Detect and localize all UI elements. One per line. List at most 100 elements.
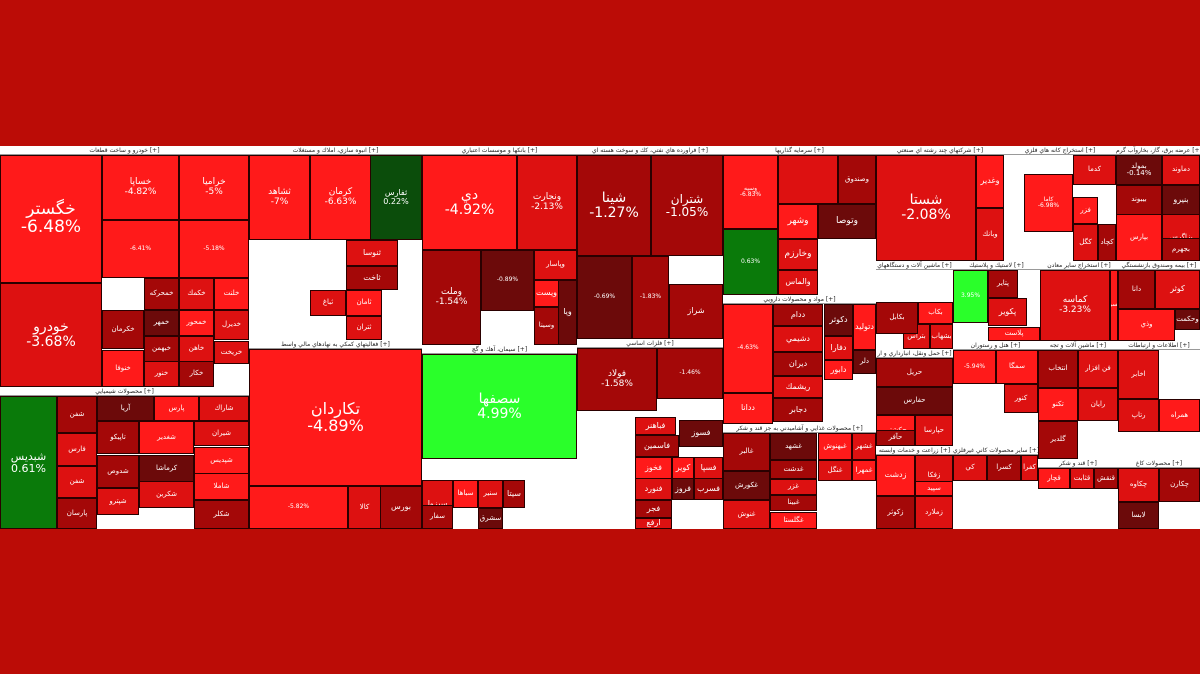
stock-tile[interactable]: شفن bbox=[57, 396, 97, 433]
stock-tile[interactable]: خراميا -5% bbox=[179, 155, 249, 220]
stock-tile[interactable]: سمگا bbox=[996, 350, 1038, 384]
stock-tile[interactable]: لابسا bbox=[1118, 502, 1159, 529]
stock-tile[interactable]: بيبوند bbox=[1116, 185, 1162, 215]
stock-tile[interactable]: دشيمي bbox=[773, 326, 823, 352]
stock-tile[interactable]: زملارد bbox=[915, 496, 953, 529]
stock-tile[interactable]: خاهن bbox=[179, 336, 214, 362]
stock-tile[interactable]: غشهر bbox=[852, 433, 876, 460]
stock-tile[interactable]: شدوص bbox=[97, 455, 139, 488]
stock-tile[interactable]: فن افزار bbox=[1078, 350, 1118, 388]
stock-tile[interactable]: -0.89% bbox=[481, 250, 534, 311]
stock-tile[interactable]: كچاد bbox=[1098, 224, 1116, 261]
stock-tile[interactable]: كسرا bbox=[1110, 270, 1118, 341]
stock-tile[interactable]: وذي bbox=[1118, 309, 1175, 341]
stock-tile[interactable]: دلر bbox=[853, 350, 876, 374]
stock-tile[interactable]: ويا bbox=[558, 280, 577, 345]
sector-header[interactable]: شركتهاي چند رشته اي صنعتي [+] bbox=[876, 146, 1004, 155]
stock-tile[interactable]: كرماشا bbox=[139, 455, 194, 482]
stock-tile[interactable]: شاملا bbox=[194, 473, 249, 500]
stock-tile[interactable]: خمحركه bbox=[144, 278, 179, 310]
stock-tile[interactable]: وپاسار bbox=[534, 250, 577, 280]
stock-tile[interactable]: خساپا -4.82% bbox=[102, 155, 179, 220]
sector-header[interactable]: فراورده هاي نفتي، كك و سوخت هسته اي [+] bbox=[577, 146, 723, 155]
stock-tile[interactable]: 3.95% bbox=[953, 270, 988, 323]
stock-tile[interactable]: خكمك bbox=[179, 278, 214, 310]
stock-tile[interactable]: سباها bbox=[453, 480, 478, 508]
sector-header[interactable]: بيمه وصندوق بازنشستگي [+] bbox=[1118, 261, 1200, 270]
stock-tile[interactable]: تكنو bbox=[1038, 388, 1078, 421]
stock-tile[interactable]: وصندوق bbox=[838, 155, 876, 204]
stock-tile[interactable]: زدشت bbox=[876, 455, 915, 496]
stock-tile[interactable]: دانا bbox=[1118, 270, 1155, 309]
stock-tile[interactable]: -6.41% bbox=[102, 220, 179, 278]
stock-tile[interactable]: ريشمك bbox=[773, 376, 823, 398]
stock-tile[interactable]: تاپيكو bbox=[97, 421, 139, 454]
stock-tile[interactable]: دكوثر bbox=[824, 304, 853, 336]
stock-tile[interactable]: وسينا bbox=[534, 307, 559, 345]
stock-tile[interactable]: دي -4.92% bbox=[422, 155, 517, 250]
stock-tile[interactable]: پتاير bbox=[988, 270, 1018, 298]
stock-tile[interactable]: دفارا bbox=[824, 336, 853, 360]
stock-tile[interactable]: خمحور bbox=[179, 310, 214, 336]
stock-tile[interactable]: وتوصا bbox=[818, 204, 876, 239]
stock-tile[interactable]: خمهر bbox=[144, 310, 179, 336]
stock-tile[interactable]: شيران bbox=[194, 421, 249, 446]
stock-tile[interactable]: فسوز bbox=[679, 420, 723, 447]
stock-tile[interactable]: زكوثر bbox=[876, 496, 915, 529]
sector-header[interactable]: قند و شكر [+] bbox=[1038, 459, 1118, 468]
stock-tile[interactable]: فباهنر bbox=[635, 417, 676, 435]
stock-tile[interactable] bbox=[778, 155, 838, 204]
stock-tile[interactable]: فزر bbox=[1073, 197, 1098, 224]
stock-tile[interactable]: ونجارت -2.13% bbox=[517, 155, 577, 250]
stock-tile[interactable]: كرمان -6.63% bbox=[310, 155, 371, 240]
sector-header[interactable]: هتل و رستوران [+] bbox=[953, 341, 1038, 350]
sector-header[interactable]: سرمايه گذاريها [+] bbox=[723, 146, 876, 155]
stock-tile[interactable]: خنوفا bbox=[102, 350, 144, 387]
stock-tile[interactable]: پلاست bbox=[988, 327, 1040, 341]
stock-tile[interactable]: ثباغ bbox=[310, 290, 346, 316]
stock-tile[interactable]: خلنت bbox=[214, 278, 249, 310]
stock-tile[interactable]: قثابت bbox=[1070, 468, 1094, 489]
sector-header[interactable]: ساير محصولات كاني غيرفلزي [+] bbox=[953, 446, 1038, 455]
sector-header[interactable]: اطلاعات و ارتباطات [+] bbox=[1118, 341, 1200, 350]
sector-header[interactable]: ماشين آلات و تجه [+] bbox=[1038, 341, 1118, 350]
stock-tile[interactable]: خديرل bbox=[214, 310, 249, 340]
stock-tile[interactable]: تكاردان -4.89% bbox=[249, 349, 422, 486]
stock-tile[interactable]: -4.63% bbox=[723, 304, 773, 393]
stock-tile[interactable]: فنورد bbox=[635, 478, 672, 500]
stock-tile[interactable]: دماوند bbox=[1162, 155, 1200, 185]
stock-tile[interactable]: -1.83% bbox=[632, 256, 669, 339]
stock-tile[interactable]: بنيرو bbox=[1162, 185, 1200, 215]
stock-tile[interactable]: -0.69% bbox=[577, 256, 632, 339]
stock-tile[interactable]: خگستر -6.48% bbox=[0, 155, 102, 283]
stock-tile[interactable]: وحكمت bbox=[1175, 309, 1200, 330]
stock-tile[interactable]: ويست bbox=[534, 280, 559, 307]
stock-tile[interactable]: ددانا bbox=[723, 393, 773, 424]
stock-tile[interactable]: فولاد -1.58% bbox=[577, 348, 657, 411]
sector-header[interactable]: انبوه سازي، املاك و مستغلات [+] bbox=[249, 146, 422, 155]
stock-tile[interactable]: كي bbox=[953, 455, 987, 481]
stock-tile[interactable]: وشهر bbox=[778, 204, 818, 239]
stock-tile[interactable]: دابور bbox=[824, 360, 853, 380]
stock-tile[interactable]: وبانك bbox=[976, 208, 1004, 261]
stock-tile[interactable]: قنقش bbox=[1094, 468, 1118, 489]
stock-tile[interactable]: بكابل bbox=[876, 302, 918, 334]
stock-tile[interactable]: غنگل bbox=[818, 460, 852, 481]
stock-tile[interactable]: بورس bbox=[380, 486, 422, 529]
stock-tile[interactable]: چكاوه bbox=[1118, 468, 1159, 502]
stock-tile[interactable]: پارس bbox=[154, 396, 199, 421]
stock-tile[interactable]: -5.82% bbox=[249, 486, 348, 529]
stock-tile[interactable]: خنور bbox=[144, 361, 179, 387]
stock-tile[interactable]: اخابر bbox=[1118, 350, 1159, 399]
stock-tile[interactable]: ديران bbox=[773, 352, 823, 376]
stock-tile[interactable]: بشهاب bbox=[930, 324, 953, 349]
stock-tile[interactable]: قچار bbox=[1038, 468, 1070, 489]
stock-tile[interactable]: غالبر bbox=[723, 433, 770, 471]
stock-tile[interactable]: فجر bbox=[635, 500, 672, 518]
stock-tile[interactable]: چكارن bbox=[1159, 468, 1200, 502]
stock-tile[interactable]: ثشاهد -7% bbox=[249, 155, 310, 240]
stock-tile[interactable]: كسرا bbox=[987, 455, 1021, 481]
stock-tile[interactable]: غزر bbox=[770, 479, 817, 495]
stock-tile[interactable]: همراه bbox=[1159, 399, 1200, 432]
stock-tile[interactable]: آريا bbox=[97, 396, 154, 421]
